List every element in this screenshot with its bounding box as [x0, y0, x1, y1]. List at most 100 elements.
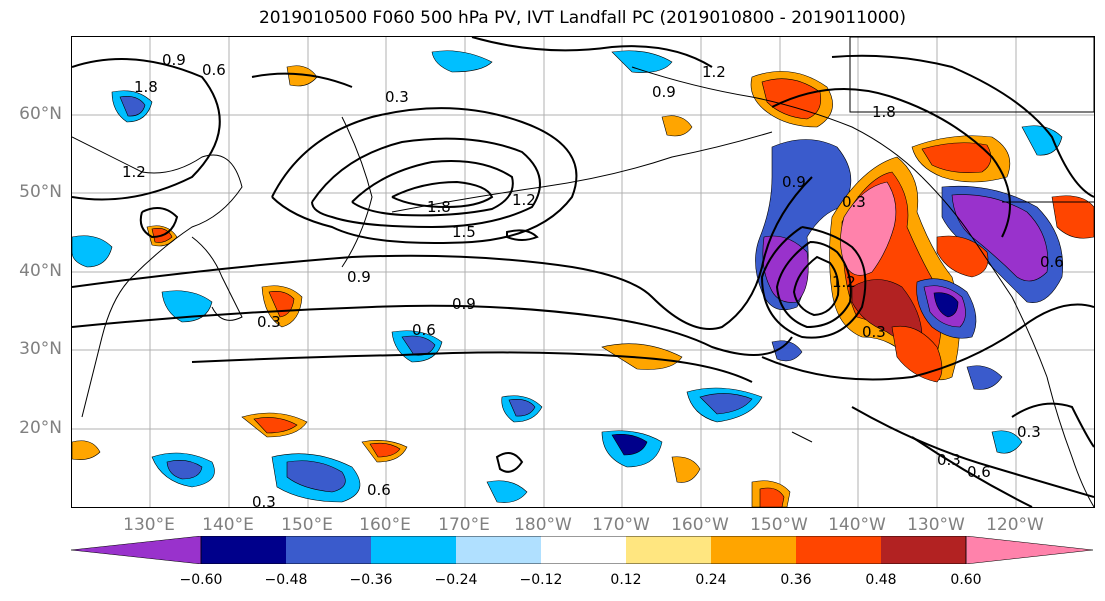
pv-contour-east-7: [851, 406, 1094, 498]
contour-label: 0.3: [937, 451, 961, 469]
neg-anomaly-mid-5-core: [699, 393, 753, 415]
contour-label: 0.3: [385, 88, 409, 106]
contour-label: 0.3: [252, 493, 276, 507]
pv-contour-small-2: [495, 452, 524, 473]
filled-anomalies: [72, 50, 1094, 507]
map-title: 2019010500 F060 500 hPa PV, IVT Landfall…: [258, 8, 906, 28]
neg-anomaly-east-edge-3: [991, 430, 1023, 454]
pos-anomaly-mid-b: [671, 456, 701, 483]
coast-aleutian: [391, 131, 773, 213]
colorbar-segment-3: [371, 536, 456, 564]
pv-contour-main-5: [391, 180, 494, 209]
colorbar-segment-10: [965, 536, 1093, 564]
neg-anomaly-mid-3-core: [611, 434, 648, 456]
lon-label-150w: 150°W: [750, 515, 808, 535]
pv-contour-north-1: [471, 37, 713, 68]
lon-label-160e: 160°E: [359, 515, 411, 535]
contour-label: 0.6: [1040, 253, 1064, 271]
neg-anomaly-east-edge-2: [966, 365, 1003, 390]
colorbar: [71, 536, 1093, 564]
contour-label: 0.3: [1017, 423, 1041, 441]
pv-contour-main-1: [72, 58, 221, 201]
pv-contour-east-2: [775, 241, 852, 329]
pv-contour-north-2: [251, 72, 353, 88]
pv-contour-2: [72, 304, 793, 356]
neg-anomaly-east-edge: [1021, 125, 1063, 156]
colorbar-segment-6: [626, 536, 711, 564]
contour-label: 0.6: [202, 61, 226, 79]
pv-contour-east-4: [771, 88, 1011, 238]
lat-label-60n: 60°N: [19, 104, 62, 124]
contour-label: 0.9: [162, 51, 186, 69]
lat-label-20n: 20°N: [19, 418, 62, 438]
colorbar-segment-7: [711, 536, 796, 564]
neg-anomaly-west-3-core: [166, 460, 203, 480]
coast-kamchatka: [341, 116, 373, 268]
coast-japan: [191, 236, 243, 321]
contour-label: 1.2: [122, 163, 146, 181]
pv-contour-east-9: [1011, 402, 1094, 448]
lon-label-120w: 120°W: [986, 515, 1044, 535]
pv-contour-3: [191, 351, 753, 383]
pos-anomaly-west-3-red: [369, 442, 401, 458]
lon-label-130w: 130°W: [907, 515, 965, 535]
lat-label-40n: 40°N: [19, 261, 62, 281]
pv-contour-east-3: [792, 255, 840, 317]
coast-alaska: [631, 66, 923, 178]
neg-anomaly-north-1: [431, 50, 493, 73]
neg-anomaly-west-1: [72, 235, 113, 268]
colorbar-tick: −0.24: [434, 572, 478, 588]
colorbar-segment-4: [456, 536, 541, 564]
pv-contour-main-2: [271, 107, 578, 244]
contour-label: 0.9: [782, 173, 806, 191]
neg-anomaly-east-edge-4: [771, 340, 803, 362]
contour-label: 1.2: [512, 191, 536, 209]
colorbar-segment-0: [71, 536, 202, 564]
pv-contour-east-8: [911, 436, 1033, 507]
contour-label: 0.3: [257, 313, 281, 331]
pv-contour-main-3: [311, 137, 541, 229]
contour-label: 1.5: [452, 223, 476, 241]
pos-anomaly-ne-coast-red: [921, 142, 992, 173]
colorbar-segment-1: [201, 536, 286, 564]
colorbar-segment-2: [286, 536, 371, 564]
lat-label-30n: 30°N: [19, 339, 62, 359]
pv-contour-small-1: [139, 207, 179, 239]
pos-anomaly-mid-c-red: [759, 487, 785, 507]
contour-label: 0.9: [347, 268, 371, 286]
pos-anomaly-west-edge: [72, 440, 101, 460]
contour-labels: 0.9 1.8 0.6 1.2 0.3 1.8 1.5 1.2 0.9 0.6 …: [122, 51, 1064, 507]
pv-contour-east-1: [760, 226, 867, 339]
lon-label-140e: 140°E: [202, 515, 254, 535]
colorbar-tick: −0.12: [519, 572, 563, 588]
map-panel: 0.9 1.8 0.6 1.2 0.3 1.8 1.5 1.2 0.9 0.6 …: [71, 36, 1095, 508]
lon-label-170w: 170°W: [592, 515, 650, 535]
canada-border-box: [849, 37, 1094, 113]
lon-label-130e: 130°E: [123, 515, 175, 535]
colorbar-outline: [200, 536, 967, 564]
coast-us: [1046, 376, 1094, 507]
contour-label: 1.8: [134, 78, 158, 96]
contour-label: 0.3: [842, 193, 866, 211]
coast-asia: [72, 136, 243, 418]
colorbar-tick: 0.24: [695, 572, 727, 588]
colorbar-tick: 0.60: [950, 572, 982, 588]
contour-label: 1.2: [702, 63, 726, 81]
coast-bc: [921, 176, 1048, 378]
contour-label: 1.8: [427, 198, 451, 216]
pos-anomaly-mid-a: [601, 343, 683, 370]
pv-contour-small-3: [506, 229, 539, 241]
neg-anomaly-mid-4: [486, 480, 528, 503]
neg-anomaly-west-4-core: [286, 460, 346, 493]
lon-label-170e: 170°E: [438, 515, 490, 535]
lon-label-180w: 180°W: [514, 515, 572, 535]
neg-anomaly-mid-2-core: [508, 399, 536, 417]
contour-label: 0.3: [862, 323, 886, 341]
contour-label: 1.8: [872, 103, 896, 121]
lat-label-50n: 50°N: [19, 182, 62, 202]
pos-anomaly-east-pink: [936, 235, 989, 278]
pv-contour-east-5: [831, 54, 1094, 198]
contour-label: 0.9: [652, 83, 676, 101]
colorbar-tick: −0.36: [349, 572, 393, 588]
colorbar-segment-5: [541, 536, 626, 564]
